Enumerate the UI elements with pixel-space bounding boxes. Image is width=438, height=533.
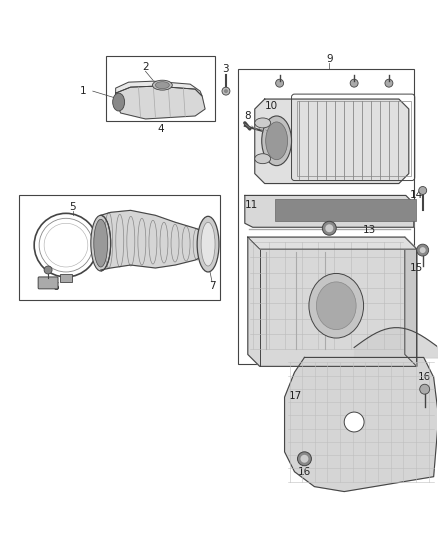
Polygon shape [116, 81, 202, 96]
Bar [19, 196, 220, 300]
Circle shape [276, 79, 283, 87]
Polygon shape [248, 237, 417, 366]
Bar [60, 274, 72, 282]
Text: 12: 12 [323, 213, 336, 223]
Ellipse shape [91, 215, 111, 271]
Circle shape [325, 224, 333, 232]
Text: 8: 8 [244, 111, 251, 121]
Circle shape [222, 87, 230, 95]
Text: 13: 13 [362, 225, 376, 235]
Circle shape [300, 455, 308, 463]
Ellipse shape [113, 93, 124, 111]
Text: 11: 11 [245, 200, 258, 211]
Circle shape [44, 266, 52, 274]
Text: 9: 9 [326, 54, 332, 64]
Text: 6: 6 [53, 282, 60, 292]
Text: 7: 7 [209, 281, 215, 291]
Circle shape [322, 221, 336, 235]
Polygon shape [285, 358, 438, 491]
Circle shape [420, 247, 426, 253]
Bar [238, 69, 414, 365]
Ellipse shape [316, 282, 356, 329]
Text: 1: 1 [80, 86, 86, 96]
Circle shape [297, 452, 311, 466]
Polygon shape [248, 237, 417, 249]
Text: 5: 5 [70, 203, 76, 212]
Circle shape [385, 79, 393, 87]
Circle shape [344, 412, 364, 432]
FancyBboxPatch shape [38, 277, 58, 289]
Polygon shape [101, 211, 210, 270]
Polygon shape [255, 99, 409, 183]
Ellipse shape [197, 216, 219, 272]
Text: 16: 16 [418, 372, 431, 382]
Circle shape [420, 384, 430, 394]
Circle shape [417, 244, 429, 256]
Text: 4: 4 [157, 124, 164, 134]
Polygon shape [116, 86, 205, 119]
Ellipse shape [94, 219, 108, 267]
Ellipse shape [255, 118, 271, 128]
Text: 17: 17 [289, 391, 302, 401]
Ellipse shape [262, 116, 292, 166]
Ellipse shape [155, 82, 170, 88]
Ellipse shape [266, 122, 288, 160]
Text: 16: 16 [298, 467, 311, 477]
Bar [106, 56, 215, 121]
Bar [275, 199, 416, 221]
Text: 2: 2 [142, 62, 149, 72]
Circle shape [419, 187, 427, 195]
Text: 14: 14 [410, 190, 424, 200]
Bar [297, 101, 411, 175]
Text: 3: 3 [223, 64, 229, 74]
Text: 10: 10 [265, 101, 278, 111]
Circle shape [350, 79, 358, 87]
Circle shape [224, 89, 228, 93]
Ellipse shape [201, 222, 215, 266]
Ellipse shape [255, 154, 271, 164]
Text: 15: 15 [410, 263, 424, 273]
Polygon shape [405, 237, 417, 366]
Polygon shape [245, 196, 414, 227]
Ellipse shape [309, 273, 364, 338]
Ellipse shape [152, 80, 172, 90]
